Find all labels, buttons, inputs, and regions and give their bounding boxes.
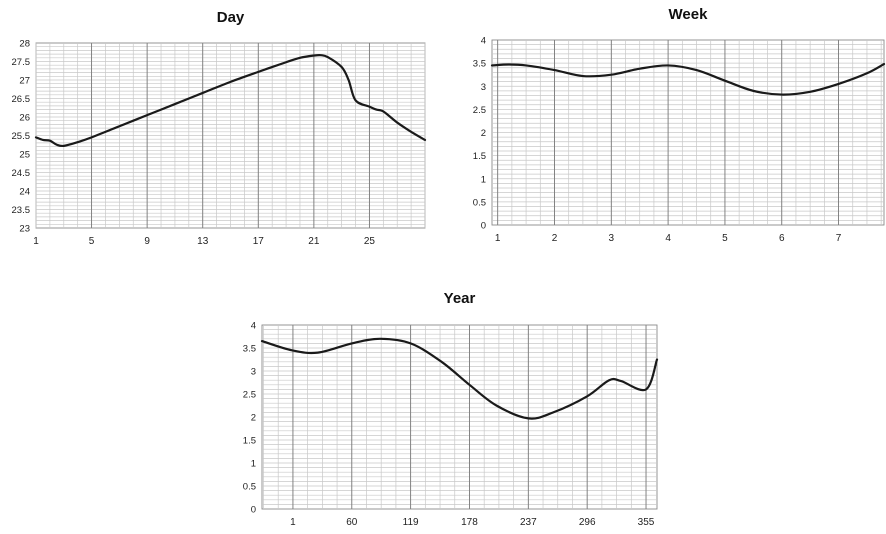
- week-y-tick-label: 2: [481, 128, 486, 139]
- day-x-tick-label: 5: [89, 236, 95, 247]
- week-x-tick-label: 6: [779, 233, 785, 244]
- week-y-tick-label: 3.5: [473, 59, 486, 70]
- day-y-tick-label: 25.5: [12, 131, 31, 142]
- day-y-axis: 23 23.5 24 24.5 25 25.5 26 26.5 27 27.5 28: [12, 39, 31, 235]
- day-vertical-gridlines: [35, 43, 426, 228]
- week-x-tick-label: 7: [836, 233, 842, 244]
- year-y-tick-label: 3: [251, 367, 256, 378]
- day-chart-title: Day: [217, 9, 245, 26]
- day-x-tick-label: 17: [253, 236, 265, 247]
- week-x-tick-label: 5: [722, 233, 728, 244]
- day-y-tick-label: 27: [19, 76, 30, 87]
- year-vertical-gridlines: [263, 325, 647, 509]
- year-chart: Year 0 0.5 1 1.5 2 2.5 3 3.5 4 1 60 119 178 237 296 355: [243, 290, 659, 528]
- day-y-tick-label: 25: [19, 150, 30, 161]
- week-y-tick-label: 2.5: [473, 105, 486, 116]
- year-y-tick-label: 0.5: [243, 482, 256, 493]
- year-x-tick-label: 237: [520, 517, 537, 528]
- day-x-tick-label: 9: [144, 236, 150, 247]
- year-y-tick-label: 3.5: [243, 344, 256, 355]
- day-x-tick-label: 25: [364, 236, 376, 247]
- year-horizontal-gridlines: [262, 329, 657, 505]
- day-x-tick-label: 21: [308, 236, 320, 247]
- year-x-tick-label: 60: [346, 517, 358, 528]
- week-y-axis: 0 0.5 1 1.5 2 2.5 3 3.5 4: [473, 36, 486, 232]
- week-horizontal-gridlines: [492, 44, 884, 221]
- week-y-tick-label: 1.5: [473, 151, 486, 162]
- day-chart: Day 23 23.5 24 24.5 25 25.5 26 26.5 27 27.5 28 1 5 9 13…: [12, 9, 427, 247]
- week-y-tick-label: 3: [481, 82, 486, 93]
- day-series-line: [34, 54, 427, 148]
- week-x-tick-label: 1: [495, 233, 501, 244]
- day-y-tick-label: 24: [19, 187, 30, 198]
- day-y-tick-label: 26.5: [12, 94, 31, 105]
- week-y-tick-label: 1: [481, 174, 486, 185]
- year-y-axis: 0 0.5 1 1.5 2 2.5 3 3.5 4: [243, 321, 256, 516]
- year-y-tick-label: 1: [251, 459, 256, 470]
- day-y-tick-label: 27.5: [12, 57, 31, 68]
- year-chart-title: Year: [444, 290, 476, 307]
- year-x-tick-label: 355: [638, 517, 655, 528]
- week-series-line: [490, 62, 886, 96]
- year-x-tick-label: 178: [461, 517, 478, 528]
- week-y-tick-label: 4: [481, 36, 486, 47]
- day-y-tick-label: 28: [19, 39, 30, 50]
- week-y-tick-label: 0.5: [473, 197, 486, 208]
- week-x-tick-label: 3: [609, 233, 615, 244]
- week-chart-title: Week: [669, 6, 709, 23]
- day-y-tick-label: 24.5: [12, 168, 31, 179]
- year-x-tick-label: 119: [403, 517, 419, 528]
- week-y-tick-label: 0: [481, 221, 486, 232]
- week-vertical-gridlines: [497, 40, 882, 225]
- day-y-tick-label: 26: [19, 113, 30, 124]
- day-x-tick-label: 13: [197, 236, 209, 247]
- year-y-tick-label: 2.5: [243, 390, 256, 401]
- day-y-tick-label: 23: [19, 224, 30, 235]
- year-y-tick-label: 1.5: [243, 436, 256, 447]
- day-y-tick-label: 23.5: [12, 205, 31, 216]
- week-x-tick-label: 4: [665, 233, 671, 244]
- year-x-tick-label: 1: [290, 517, 296, 528]
- week-x-axis: 1 2 3 4 5 6 7: [495, 233, 842, 244]
- day-x-axis: 1 5 9 13 17 21 25: [33, 236, 375, 247]
- year-y-tick-label: 0: [251, 505, 256, 516]
- year-y-tick-label: 4: [251, 321, 256, 332]
- day-x-tick-label: 1: [33, 236, 39, 247]
- year-x-tick-label: 296: [579, 517, 596, 528]
- year-x-axis: 1 60 119 178 237 296 355: [290, 517, 655, 528]
- week-chart: Week 0 0.5 1 1.5 2 2.5 3 3.5 4 1 2 3 4 5 6 7: [473, 6, 886, 244]
- week-x-tick-label: 2: [552, 233, 558, 244]
- year-y-tick-label: 2: [251, 413, 256, 424]
- year-series-line: [260, 337, 659, 420]
